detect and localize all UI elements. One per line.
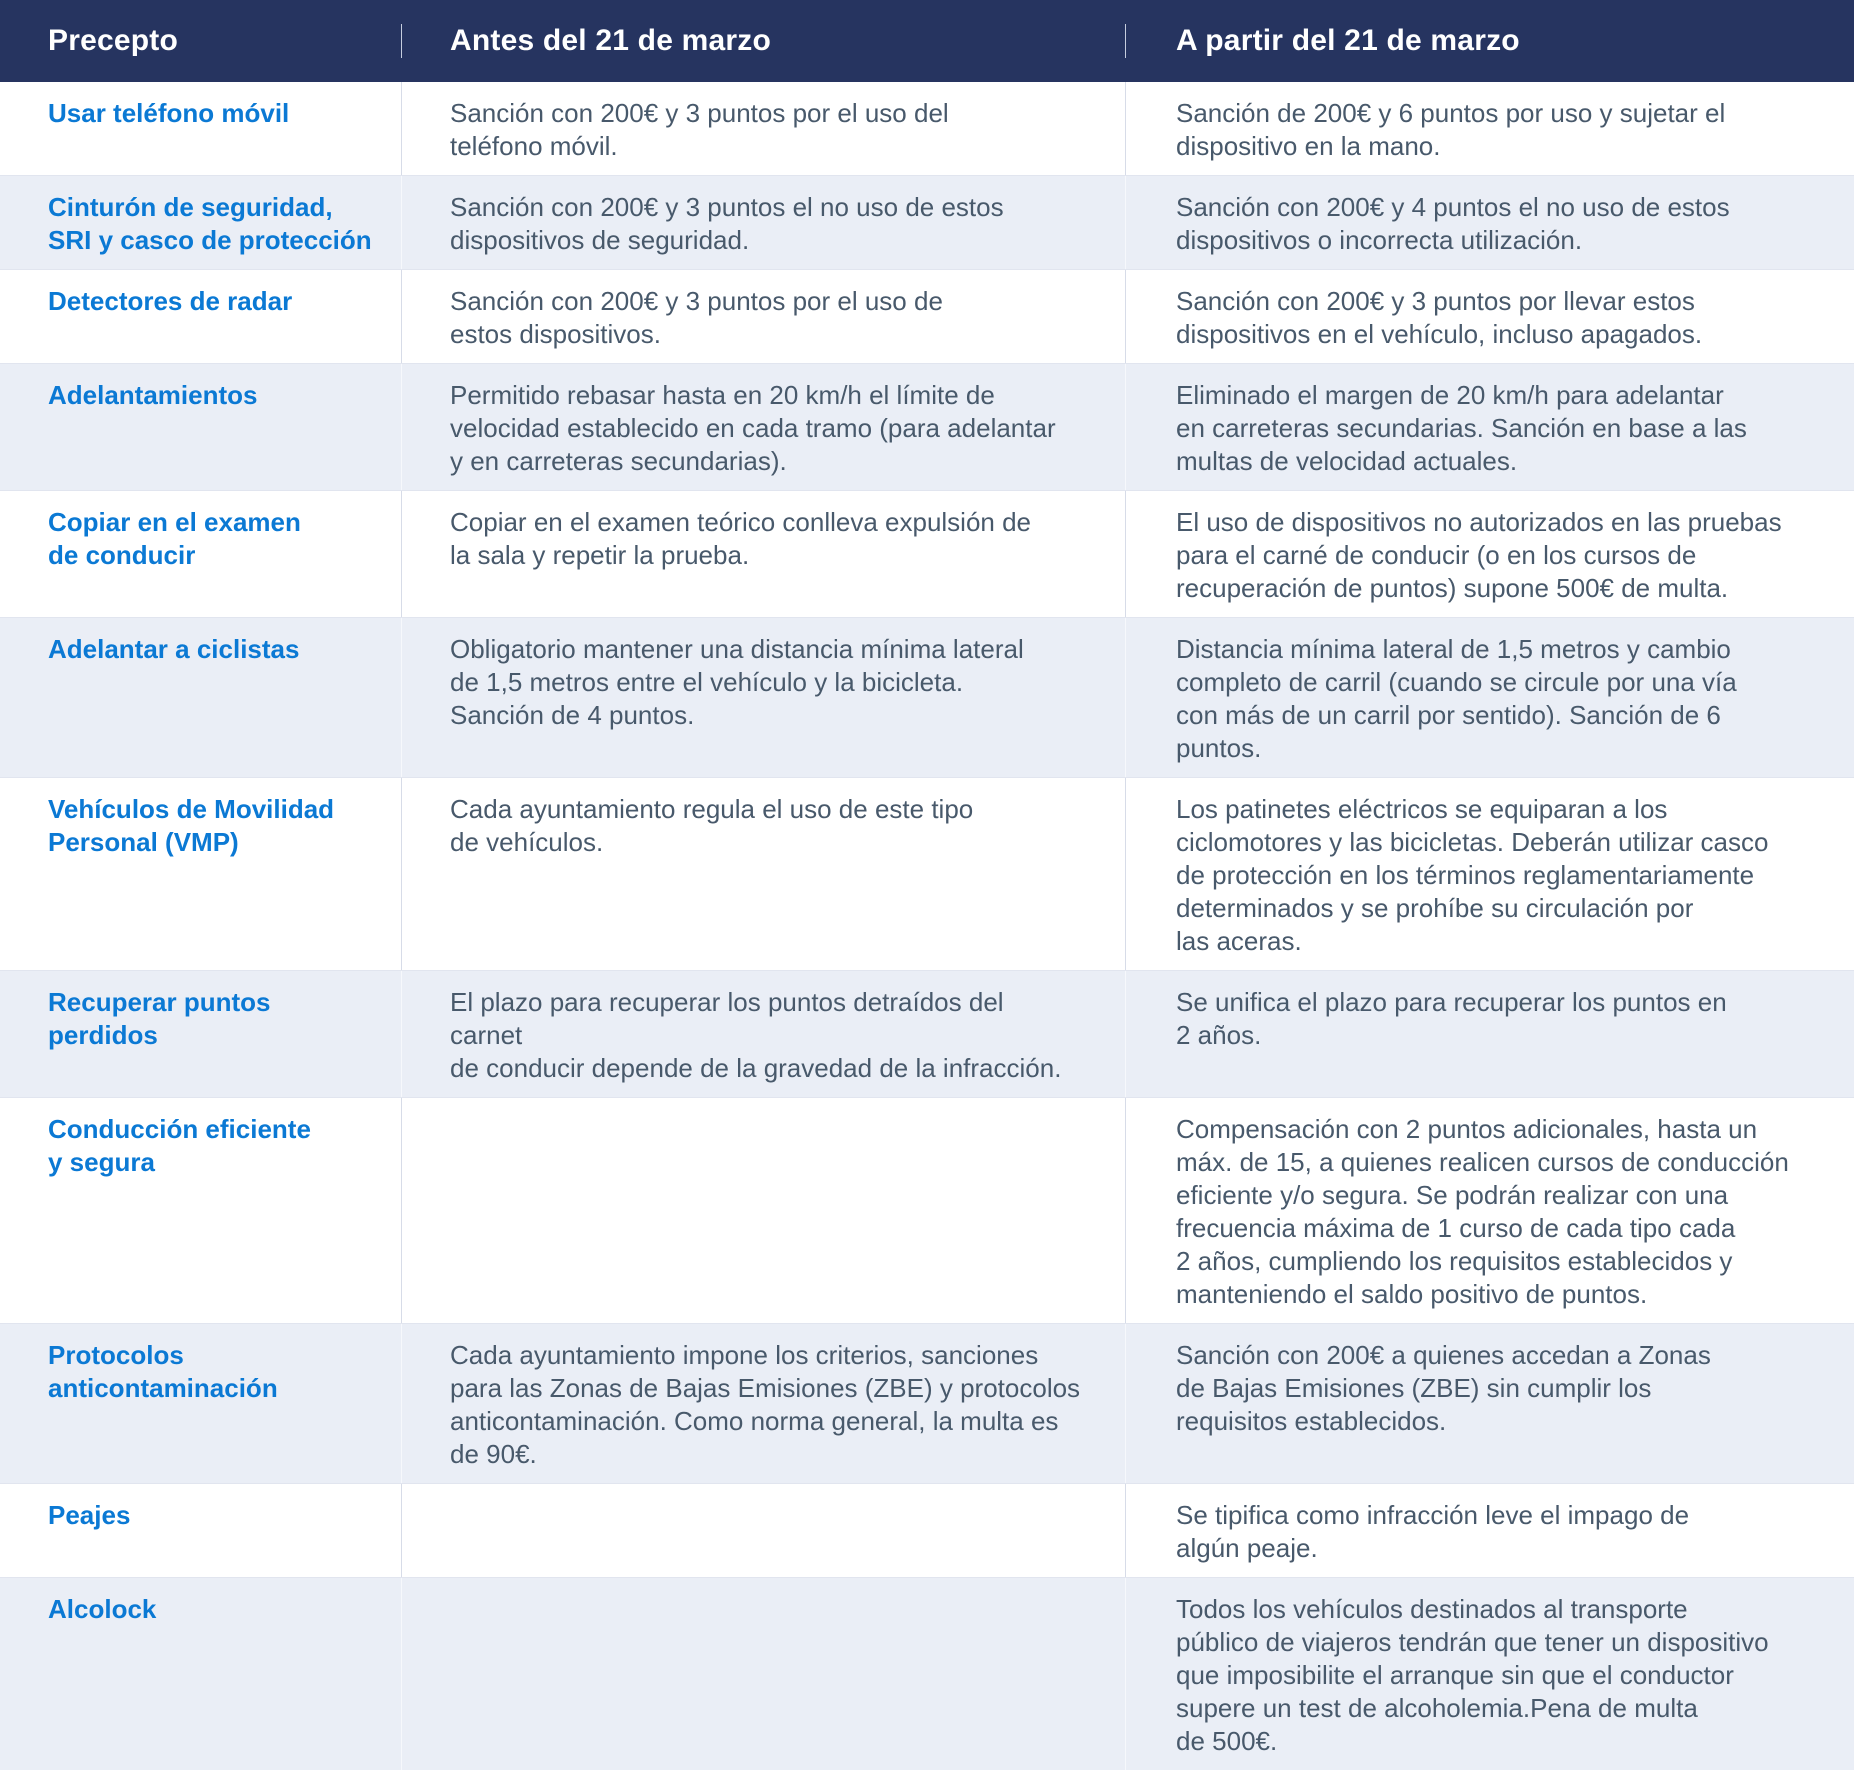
- antes-cell: Sanción con 200€ y 3 puntos el no uso de…: [401, 176, 1125, 269]
- antes-cell: Sanción con 200€ y 3 puntos por el uso d…: [401, 270, 1125, 363]
- table-row: Vehículos de Movilidad Personal (VMP) Ca…: [0, 777, 1854, 970]
- apartir-cell: Eliminado el margen de 20 km/h para adel…: [1125, 364, 1854, 490]
- apartir-cell: El uso de dispositivos no autorizados en…: [1125, 491, 1854, 617]
- table-row: Cinturón de seguridad, SRI y casco de pr…: [0, 175, 1854, 269]
- precepto-cell: Detectores de radar: [48, 286, 293, 316]
- precepto-cell: Usar teléfono móvil: [48, 98, 290, 128]
- antes-cell: El plazo para recuperar los puntos detra…: [401, 971, 1125, 1097]
- antes-cell: Copiar en el examen teórico conlleva exp…: [401, 491, 1125, 617]
- table-row: Adelantar a ciclistas Obligatorio manten…: [0, 617, 1854, 777]
- table-row: Recuperar puntos perdidos El plazo para …: [0, 970, 1854, 1097]
- precepto-cell: Recuperar puntos perdidos: [48, 987, 271, 1050]
- apartir-cell: Sanción de 200€ y 6 puntos por uso y suj…: [1125, 82, 1854, 175]
- precepto-cell: Vehículos de Movilidad Personal (VMP): [48, 794, 335, 857]
- apartir-cell: Sanción con 200€ y 4 puntos el no uso de…: [1125, 176, 1854, 269]
- column-header-precepto: Precepto: [48, 24, 178, 57]
- apartir-cell: Los patinetes eléctricos se equiparan a …: [1125, 778, 1854, 970]
- table-row: Conducción eficiente y segura Compensaci…: [0, 1097, 1854, 1323]
- table-header-row: Precepto Antes del 21 de marzo A partir …: [0, 0, 1854, 82]
- precepto-cell: Alcolock: [48, 1594, 157, 1624]
- precepto-cell: Cinturón de seguridad, SRI y casco de pr…: [48, 192, 372, 255]
- antes-cell: [401, 1098, 1125, 1323]
- antes-cell: Cada ayuntamiento impone los criterios, …: [401, 1324, 1125, 1483]
- antes-cell: Sanción con 200€ y 3 puntos por el uso d…: [401, 82, 1125, 175]
- table-body: Usar teléfono móvil Sanción con 200€ y 3…: [0, 82, 1854, 1770]
- table-row: Peajes Se tipifica como infracción leve …: [0, 1483, 1854, 1577]
- precepto-cell: Conducción eficiente y segura: [48, 1114, 311, 1177]
- precepto-cell: Adelantar a ciclistas: [48, 634, 300, 664]
- apartir-cell: Todos los vehículos destinados al transp…: [1125, 1578, 1854, 1770]
- precepto-cell: Adelantamientos: [48, 380, 258, 410]
- apartir-cell: Se tipifica como infracción leve el impa…: [1125, 1484, 1854, 1577]
- antes-cell: Obligatorio mantener una distancia mínim…: [401, 618, 1125, 777]
- table-row: Alcolock Todos los vehículos destinados …: [0, 1577, 1854, 1770]
- apartir-cell: Se unifica el plazo para recuperar los p…: [1125, 971, 1854, 1097]
- apartir-cell: Sanción con 200€ y 3 puntos por llevar e…: [1125, 270, 1854, 363]
- column-header-antes: Antes del 21 de marzo: [401, 24, 1125, 58]
- table-row: Copiar en el examen de conducir Copiar e…: [0, 490, 1854, 617]
- antes-cell: [401, 1484, 1125, 1577]
- table-row: Adelantamientos Permitido rebasar hasta …: [0, 363, 1854, 490]
- antes-cell: [401, 1578, 1125, 1770]
- precepto-cell: Copiar en el examen de conducir: [48, 507, 301, 570]
- precepto-cell: Protocolos anticontaminación: [48, 1340, 278, 1403]
- table-row: Protocolos anticontaminación Cada ayunta…: [0, 1323, 1854, 1483]
- table-row: Detectores de radar Sanción con 200€ y 3…: [0, 269, 1854, 363]
- precepto-cell: Peajes: [48, 1500, 131, 1530]
- apartir-cell: Compensación con 2 puntos adicionales, h…: [1125, 1098, 1854, 1323]
- column-header-apartir: A partir del 21 de marzo: [1125, 24, 1854, 58]
- apartir-cell: Distancia mínima lateral de 1,5 metros y…: [1125, 618, 1854, 777]
- apartir-cell: Sanción con 200€ a quienes accedan a Zon…: [1125, 1324, 1854, 1483]
- table-row: Usar teléfono móvil Sanción con 200€ y 3…: [0, 82, 1854, 175]
- antes-cell: Permitido rebasar hasta en 20 km/h el lí…: [401, 364, 1125, 490]
- antes-cell: Cada ayuntamiento regula el uso de este …: [401, 778, 1125, 970]
